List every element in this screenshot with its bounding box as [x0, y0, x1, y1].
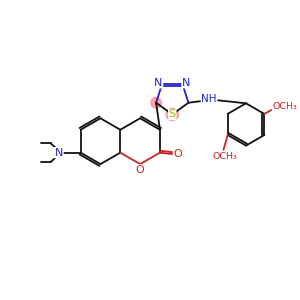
- Text: OCH₃: OCH₃: [212, 152, 237, 161]
- Text: NH: NH: [201, 94, 217, 104]
- Circle shape: [151, 98, 161, 108]
- Text: OCH₃: OCH₃: [272, 102, 297, 111]
- Circle shape: [166, 108, 178, 121]
- Text: O: O: [173, 149, 182, 159]
- Text: N: N: [55, 148, 63, 158]
- Text: N: N: [182, 78, 190, 88]
- Text: N: N: [154, 78, 163, 88]
- Text: S: S: [169, 110, 176, 119]
- Text: O: O: [136, 165, 145, 175]
